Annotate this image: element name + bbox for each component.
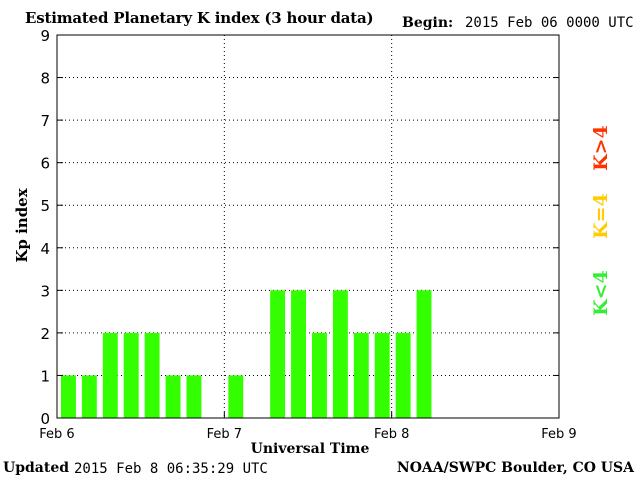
plot-frame: [56, 34, 560, 419]
ytick-label-5: 5: [40, 197, 50, 215]
ytick-label-4: 4: [40, 240, 50, 258]
bar-1: [81, 375, 97, 418]
bar-4: [144, 332, 160, 418]
bar-8: [228, 375, 244, 418]
ytick-label-8: 8: [40, 70, 50, 88]
x-axis-label: Universal Time: [251, 441, 370, 457]
bar-2: [102, 332, 118, 418]
bar-14: [353, 332, 369, 418]
credit-line: NOAA/SWPC Boulder, CO USA: [396, 460, 634, 476]
ytick-label-9: 9: [40, 27, 50, 45]
ytick-label-6: 6: [40, 155, 50, 173]
bar-0: [61, 375, 76, 418]
ytick-label-1: 1: [40, 367, 50, 385]
bar-12: [312, 332, 327, 418]
bar-11: [291, 290, 306, 418]
begin-label: Begin:: [402, 15, 454, 31]
ytick-label-7: 7: [40, 112, 50, 130]
bar-10: [270, 290, 286, 418]
chart-title: Estimated Planetary K index (3 hour data…: [25, 9, 374, 27]
xtick-label-2: Feb 8: [374, 427, 409, 442]
updated-label: Updated: [3, 460, 70, 476]
bar-6: [186, 375, 202, 418]
xtick-label-0: Feb 6: [39, 427, 74, 442]
xtick-label-3: Feb 9: [541, 427, 576, 442]
bar-16: [395, 332, 411, 418]
ytick-label-2: 2: [40, 325, 50, 343]
bar-5: [165, 375, 181, 418]
legend-k-less-4: K<4: [589, 270, 612, 316]
xtick-label-1: Feb 7: [207, 427, 242, 442]
begin-value: 2015 Feb 06 0000 UTC: [465, 15, 634, 31]
updated-timestamp: 2015 Feb 8 06:35:29 UTC: [74, 461, 268, 477]
bar-15: [374, 332, 390, 418]
bar-3: [123, 332, 139, 418]
y-axis-label: Kp index: [13, 187, 31, 262]
bar-17: [416, 290, 432, 418]
bar-13: [332, 290, 348, 418]
ytick-label-3: 3: [40, 282, 50, 300]
legend-k-equal-4: K=4: [589, 193, 612, 239]
ytick-label-0: 0: [40, 410, 50, 428]
legend-k-greater-4: K>4: [589, 125, 612, 171]
